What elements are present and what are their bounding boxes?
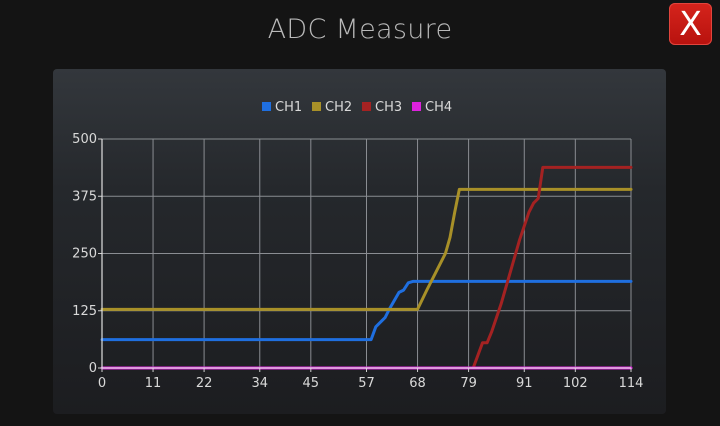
chart-legend: CH1 CH2 CH3 CH4 <box>262 100 452 115</box>
y-tick-label: 250 <box>72 247 97 262</box>
x-tick-label: 91 <box>516 376 533 391</box>
close-button[interactable]: X <box>669 3 712 45</box>
x-tick-label: 114 <box>619 376 644 391</box>
legend-swatch-ch1 <box>262 102 271 111</box>
y-tick-label: 0 <box>89 361 97 376</box>
legend-label-ch4: CH4 <box>425 100 452 115</box>
page-title: ADC Measure <box>267 14 453 45</box>
chart-panel: CH1 CH2 CH3 CH4 0 11 22 34 45 57 68 79 91 102 114 0 125… <box>53 69 666 414</box>
x-tick-label: 0 <box>98 376 106 391</box>
legend-label-ch2: CH2 <box>325 100 352 115</box>
x-tick-label: 34 <box>251 376 268 391</box>
series-line-ch2 <box>100 187 633 311</box>
series-line-ch1 <box>100 279 633 342</box>
legend-swatch-ch4 <box>412 102 421 111</box>
x-tick-label: 22 <box>196 376 213 391</box>
legend-label-ch3: CH3 <box>375 100 402 115</box>
legend-label-ch1: CH1 <box>275 100 302 115</box>
y-tick-label: 125 <box>72 304 97 319</box>
x-tick-label: 68 <box>409 376 426 391</box>
x-tick-label: 79 <box>460 376 477 391</box>
x-tick-label: 57 <box>358 376 375 391</box>
legend-swatch-ch3 <box>362 102 371 111</box>
series-line-ch3 <box>471 165 633 370</box>
adc-line-chart: CH1 CH2 CH3 CH4 0 11 22 34 45 57 68 79 91 102 114 0 125… <box>72 100 643 391</box>
x-tick-label: 45 <box>303 376 320 391</box>
chart-axes <box>98 138 632 372</box>
legend-swatch-ch2 <box>312 102 321 111</box>
x-tick-label: 102 <box>563 376 588 391</box>
x-tick-label: 11 <box>145 376 162 391</box>
y-tick-label: 500 <box>72 132 97 147</box>
chart-tick-labels: 0 11 22 34 45 57 68 79 91 102 114 0 125 250 375 500 <box>72 132 643 391</box>
y-tick-label: 375 <box>72 189 97 204</box>
chart-grid <box>102 138 632 368</box>
